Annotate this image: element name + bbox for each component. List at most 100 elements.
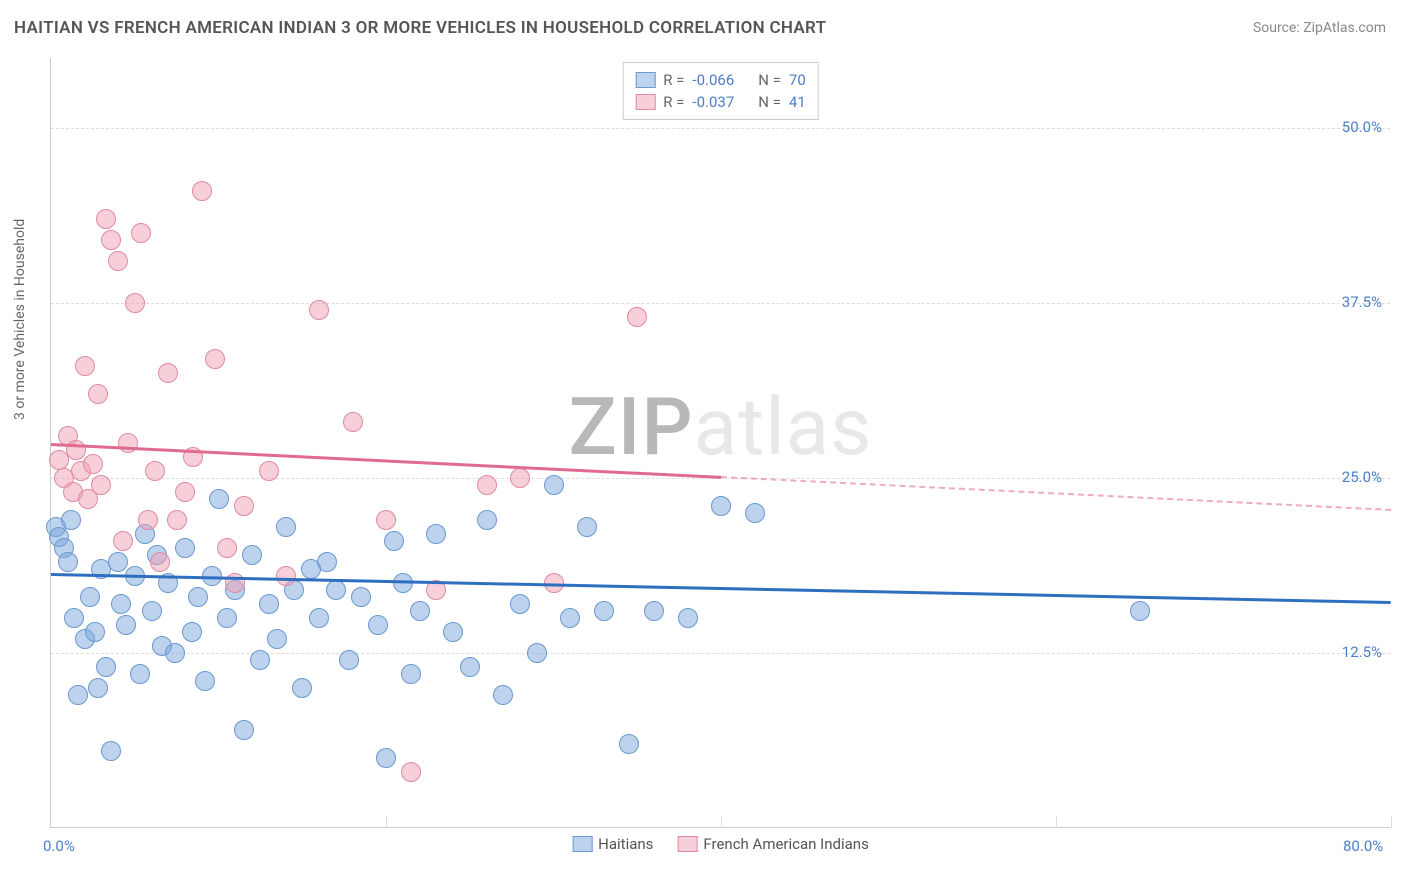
scatter-point: [209, 489, 229, 509]
scatter-point: [175, 538, 195, 558]
n-value: 70: [789, 71, 806, 89]
scatter-point: [85, 622, 105, 642]
r-label: R =: [663, 93, 684, 111]
x-tick-label: 80.0%: [1343, 837, 1383, 855]
scatter-point: [292, 678, 312, 698]
scatter-point: [165, 643, 185, 663]
r-label: R =: [663, 71, 684, 89]
scatter-point: [113, 531, 133, 551]
scatter-point: [477, 510, 497, 530]
scatter-point: [460, 657, 480, 677]
scatter-point: [560, 608, 580, 628]
scatter-point: [108, 251, 128, 271]
scatter-point: [276, 517, 296, 537]
scatter-point: [510, 468, 530, 488]
legend-swatch: [635, 72, 655, 88]
n-label: N =: [758, 71, 781, 89]
scatter-point: [267, 629, 287, 649]
scatter-point: [195, 671, 215, 691]
scatter-point: [343, 412, 363, 432]
scatter-point: [619, 734, 639, 754]
scatter-point: [80, 587, 100, 607]
gridline-vertical: [721, 816, 722, 828]
scatter-point: [443, 622, 463, 642]
y-tick-label: 12.5%: [1342, 643, 1382, 661]
scatter-point: [644, 601, 664, 621]
gridline-horizontal: [51, 128, 1390, 129]
legend-stat-row: R = -0.066 N = 70: [635, 69, 806, 91]
scatter-point: [259, 461, 279, 481]
scatter-point: [175, 482, 195, 502]
scatter-point: [91, 475, 111, 495]
r-value: -0.037: [692, 93, 734, 111]
gridline-vertical: [1056, 816, 1057, 828]
y-tick-label: 25.0%: [1342, 468, 1382, 486]
r-value: -0.066: [692, 71, 734, 89]
n-value: 41: [789, 93, 806, 111]
scatter-point: [88, 384, 108, 404]
watermark-zip: ZIP: [569, 380, 694, 474]
scatter-point: [131, 223, 151, 243]
scatter-point: [368, 615, 388, 635]
scatter-point: [188, 587, 208, 607]
scatter-point: [317, 552, 337, 572]
scatter-point: [83, 454, 103, 474]
scatter-point: [88, 678, 108, 698]
scatter-point: [116, 615, 136, 635]
scatter-point: [234, 720, 254, 740]
scatter-point: [276, 566, 296, 586]
legend-item: Haitians: [572, 835, 653, 853]
scatter-point: [339, 650, 359, 670]
scatter-point: [96, 209, 116, 229]
scatter-point: [217, 608, 237, 628]
scatter-point: [192, 181, 212, 201]
scatter-point: [58, 552, 78, 572]
scatter-point: [1130, 601, 1150, 621]
scatter-point: [376, 510, 396, 530]
x-tick-label: 0.0%: [43, 837, 75, 855]
scatter-point: [326, 580, 346, 600]
scatter-point: [108, 552, 128, 572]
scatter-point: [510, 594, 530, 614]
legend-item: French American Indians: [677, 835, 868, 853]
scatter-point: [250, 650, 270, 670]
gridline-horizontal: [51, 303, 1390, 304]
chart-title: HAITIAN VS FRENCH AMERICAN INDIAN 3 OR M…: [14, 18, 826, 38]
trend-line: [51, 573, 1391, 603]
scatter-point: [142, 601, 162, 621]
correlation-chart: HAITIAN VS FRENCH AMERICAN INDIAN 3 OR M…: [0, 0, 1406, 892]
scatter-point: [150, 552, 170, 572]
scatter-point: [259, 594, 279, 614]
scatter-point: [745, 503, 765, 523]
scatter-point: [426, 524, 446, 544]
source-attribution: Source: ZipAtlas.com: [1253, 20, 1386, 36]
watermark: ZIPatlas: [569, 380, 873, 474]
n-label: N =: [758, 93, 781, 111]
scatter-point: [182, 622, 202, 642]
scatter-point: [594, 601, 614, 621]
scatter-point: [309, 608, 329, 628]
scatter-point: [401, 664, 421, 684]
scatter-point: [351, 587, 371, 607]
scatter-point: [234, 496, 254, 516]
scatter-point: [205, 349, 225, 369]
trend-line-extrapolated: [721, 476, 1391, 511]
scatter-point: [96, 657, 116, 677]
scatter-point: [138, 510, 158, 530]
legend-label: Haitians: [598, 835, 653, 853]
scatter-point: [242, 545, 262, 565]
scatter-point: [167, 510, 187, 530]
scatter-point: [101, 741, 121, 761]
scatter-point: [384, 531, 404, 551]
scatter-point: [544, 475, 564, 495]
gridline-vertical: [386, 816, 387, 828]
legend-swatch: [572, 836, 592, 852]
scatter-point: [101, 230, 121, 250]
scatter-point: [64, 608, 84, 628]
y-tick-label: 37.5%: [1342, 293, 1382, 311]
scatter-point: [577, 517, 597, 537]
scatter-point: [158, 363, 178, 383]
scatter-point: [111, 594, 131, 614]
legend-swatch: [677, 836, 697, 852]
plot-area: ZIPatlas R =-0.066N =70R =-0.037N =41 Ha…: [50, 58, 1390, 828]
